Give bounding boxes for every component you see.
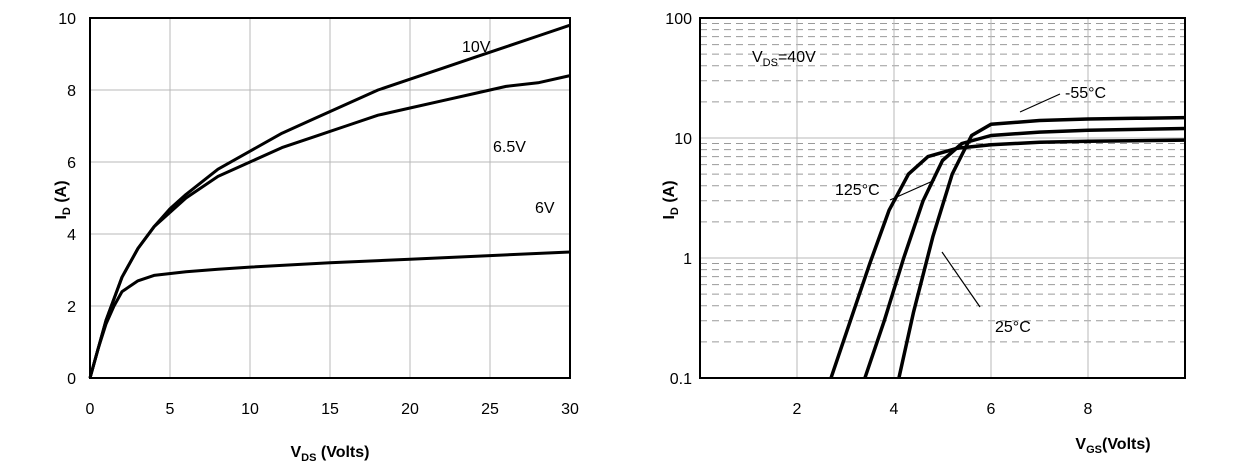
left-grid xyxy=(89,17,571,379)
left-x-tick-label: 30 xyxy=(561,401,579,418)
label-leader-minus-55c xyxy=(1019,93,1061,113)
right-x-tick-labels: 2 4 6 8 xyxy=(793,401,1093,418)
left-y-axis-label: ID (A) xyxy=(53,180,73,219)
left-x-tick-label: 5 xyxy=(166,401,175,418)
left-x-tick-label: 0 xyxy=(86,401,95,418)
series-label-25c: 25°C xyxy=(995,319,1031,336)
right-series-line-1 xyxy=(863,126,1186,379)
right-x-tick-label: 4 xyxy=(890,401,899,418)
right-y-axis-label: ID (A) xyxy=(661,180,681,219)
right-series-group xyxy=(829,115,1186,379)
series-label-minus-55c: -55°C xyxy=(1065,85,1106,102)
series-label-6v: 6V xyxy=(535,200,555,217)
right-y-tick-label: 100 xyxy=(665,11,692,28)
left-x-tick-label: 10 xyxy=(241,401,259,418)
right-series-line-2 xyxy=(829,138,1186,379)
output-characteristics-chart: 0 2 4 6 8 10 0 5 10 15 20 25 30 10V 6.5V 6V VDS (Vo… xyxy=(53,11,579,463)
left-x-tick-labels: 0 5 10 15 20 25 30 xyxy=(86,401,579,418)
left-y-tick-label: 10 xyxy=(58,11,76,28)
left-y-tick-label: 2 xyxy=(67,299,76,316)
right-plot-frame xyxy=(699,17,1186,379)
left-series-line-1 xyxy=(88,74,571,379)
left-x-axis-label: VDS (Volts) xyxy=(291,444,370,463)
right-x-tick-label: 2 xyxy=(793,401,802,418)
left-y-tick-labels: 0 2 4 6 8 10 xyxy=(58,11,76,388)
right-x-axis-label: VGS(Volts) xyxy=(1075,436,1150,456)
left-plot-frame xyxy=(89,17,571,379)
left-y-tick-label: 8 xyxy=(67,83,76,100)
right-y-tick-label: 1 xyxy=(683,251,692,268)
right-y-tick-label: 0.1 xyxy=(670,371,692,388)
right-x-tick-label: 8 xyxy=(1084,401,1093,418)
label-leader-25c xyxy=(941,251,981,308)
right-x-tick-label: 6 xyxy=(987,401,996,418)
series-label-125c: 125°C xyxy=(835,182,880,199)
right-y-tick-label: 10 xyxy=(674,131,692,148)
right-series-line-0 xyxy=(897,115,1186,379)
label-leader-125c xyxy=(889,179,936,201)
series-label-6-5v: 6.5V xyxy=(493,139,526,156)
right-grid xyxy=(700,17,1185,379)
left-x-tick-label: 15 xyxy=(321,401,339,418)
left-x-tick-label: 20 xyxy=(401,401,419,418)
left-y-tick-label: 0 xyxy=(67,371,76,388)
left-series-group xyxy=(88,23,571,379)
left-x-tick-label: 25 xyxy=(481,401,499,418)
series-label-10v: 10V xyxy=(462,39,491,56)
left-y-tick-label: 6 xyxy=(67,155,76,172)
right-y-tick-labels: 0.1 1 10 100 xyxy=(665,11,692,388)
left-y-tick-label: 4 xyxy=(67,227,76,244)
vds-40v-note: VDS=40V xyxy=(752,49,816,69)
left-series-line-2 xyxy=(88,250,571,379)
